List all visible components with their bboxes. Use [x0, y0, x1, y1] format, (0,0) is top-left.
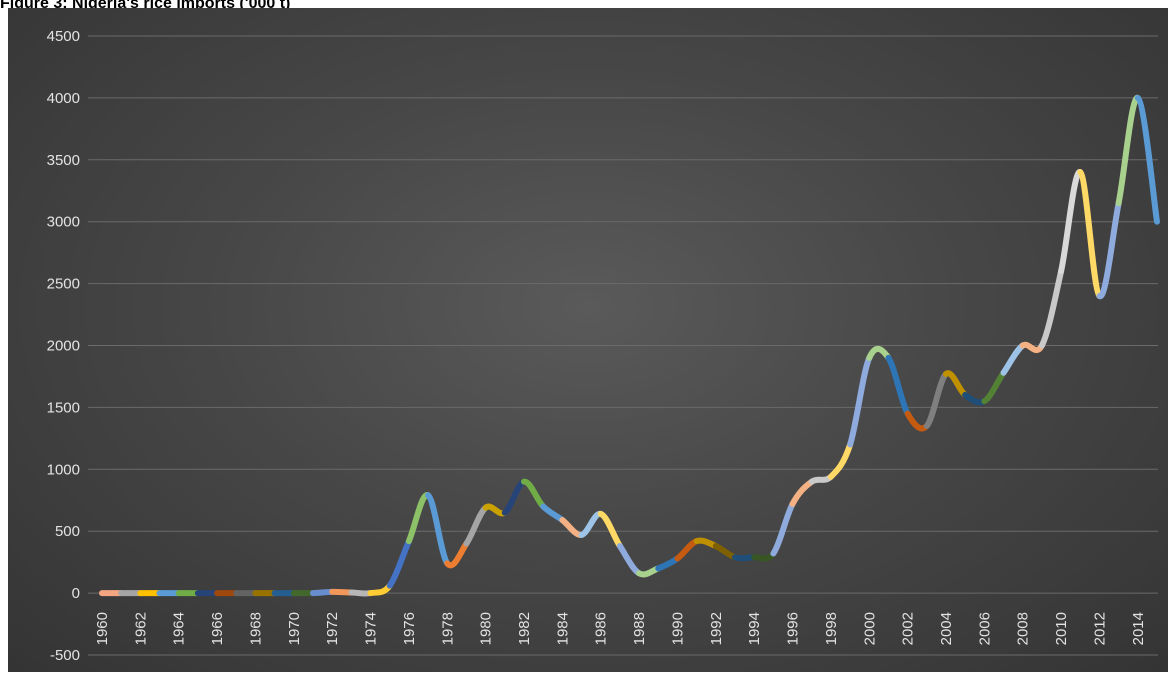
x-tick-label: 1962	[132, 612, 149, 645]
series-segment	[1077, 169, 1103, 299]
y-tick-label: 1000	[47, 461, 80, 478]
x-tick-label: 1966	[209, 612, 226, 645]
y-tick-label: 1500	[47, 399, 80, 416]
series-segment	[981, 369, 1007, 405]
series-segment	[1115, 94, 1141, 207]
series-segment	[1000, 342, 1026, 376]
y-tick-label: 2500	[47, 276, 80, 293]
chart-panel: -500 0 500 1000 1500 2000 2500 3000 3500 4000 4500…	[8, 8, 1168, 672]
x-tick-label: 2002	[900, 612, 917, 645]
x-tick-label: 2010	[1053, 612, 1070, 645]
series-segment	[559, 517, 585, 538]
line-chart: -500 0 500 1000 1500 2000 2500 3000 3500 4000 4500…	[47, 28, 1160, 664]
series-segment	[923, 370, 949, 429]
series-segment	[1038, 268, 1065, 349]
series-segment	[501, 478, 527, 516]
x-tick-label: 1990	[669, 612, 686, 645]
y-tick-label: 4500	[47, 28, 80, 45]
series-segment	[712, 543, 738, 561]
series-segment	[597, 510, 623, 550]
x-tick-label: 1994	[746, 612, 763, 645]
y-tick-label: -500	[50, 647, 80, 664]
y-tick-label: 500	[55, 523, 80, 540]
x-tick-label: 1964	[171, 612, 188, 645]
x-tick-label: 1988	[631, 612, 648, 645]
series-segment	[425, 492, 451, 567]
series-segment	[1134, 94, 1160, 225]
y-tick-label: 3000	[47, 214, 80, 231]
x-tick-label: 2006	[976, 612, 993, 645]
x-tick-label: 1998	[823, 612, 840, 645]
series-segment	[827, 441, 854, 480]
series-rice-imports	[99, 94, 1160, 597]
x-tick-label: 2004	[938, 612, 955, 645]
x-tick-label: 1970	[286, 612, 303, 645]
x-tick-label: 1986	[593, 612, 610, 645]
x-tick-label: 1982	[516, 612, 533, 645]
series-segment	[521, 478, 547, 510]
series-segment	[655, 555, 681, 572]
y-axis-ticks: -500 0 500 1000 1500 2000 2500 3000 3500 4000 4500	[47, 28, 80, 664]
x-tick-label: 1980	[478, 612, 495, 645]
x-tick-label: 1960	[94, 612, 111, 645]
series-segment	[770, 500, 796, 557]
x-tick-label: 1978	[439, 612, 456, 645]
x-tick-label: 1974	[363, 612, 380, 645]
x-tick-label: 1968	[247, 612, 264, 645]
gridlines	[88, 35, 1158, 656]
x-axis-ticks: 1960 1962 1964 1966 1968 1970 1972 1974 1976 1978…	[94, 612, 1147, 645]
series-segment	[674, 538, 700, 562]
series-segment	[405, 492, 432, 545]
y-tick-label: 3500	[47, 152, 80, 169]
series-segment	[1096, 200, 1122, 299]
series-segment	[616, 543, 643, 577]
x-tick-label: 1976	[401, 612, 418, 645]
x-tick-label: 1992	[708, 612, 725, 645]
series-segment	[789, 478, 815, 507]
y-tick-label: 4000	[47, 90, 80, 107]
series-segment	[943, 370, 969, 399]
series-segment	[367, 582, 393, 597]
series-segment	[540, 503, 566, 524]
series-segment	[463, 504, 489, 547]
y-tick-label: 2000	[47, 338, 80, 355]
x-tick-label: 2012	[1091, 612, 1108, 645]
x-tick-label: 1984	[554, 612, 571, 645]
series-segment	[885, 354, 911, 417]
series-segment	[578, 510, 604, 538]
x-tick-label: 2000	[861, 612, 878, 645]
x-tick-label: 2008	[1015, 612, 1032, 645]
series-segment	[866, 345, 892, 361]
y-tick-label: 0	[72, 585, 80, 602]
series-segment	[847, 354, 873, 448]
series-segment	[444, 540, 470, 569]
series-segment	[636, 565, 662, 578]
x-tick-label: 2014	[1130, 612, 1147, 645]
x-tick-label: 1996	[785, 612, 802, 645]
series-segment	[386, 538, 412, 589]
x-tick-label: 1972	[324, 612, 341, 645]
